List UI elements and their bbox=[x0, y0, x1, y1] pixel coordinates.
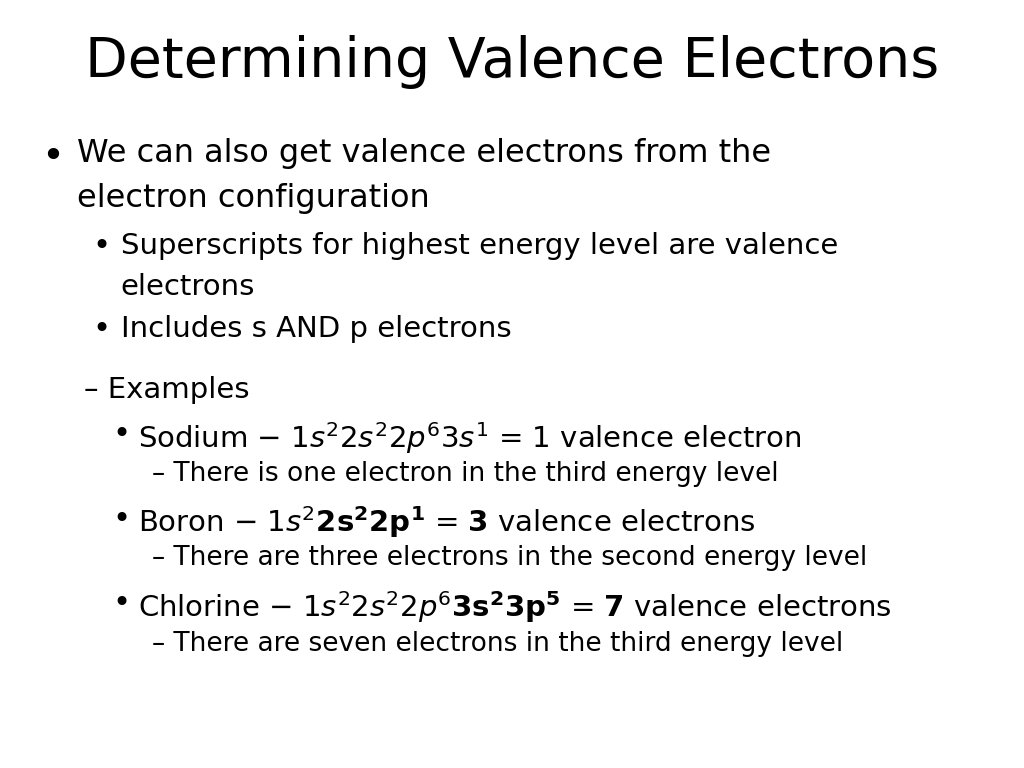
Text: •: • bbox=[41, 138, 63, 176]
Text: •: • bbox=[92, 315, 111, 344]
Text: •: • bbox=[92, 232, 111, 261]
Text: – There are seven electrons in the third energy level: – There are seven electrons in the third… bbox=[152, 631, 843, 657]
Text: Includes s AND p electrons: Includes s AND p electrons bbox=[121, 315, 511, 343]
Text: electron configuration: electron configuration bbox=[77, 183, 429, 214]
Text: •: • bbox=[113, 505, 131, 534]
Text: We can also get valence electrons from the: We can also get valence electrons from t… bbox=[77, 138, 771, 169]
Text: Sodium $-$ $1s^{2}2s^{2}2p^{6}3s^{1}$ = 1 valence electron: Sodium $-$ $1s^{2}2s^{2}2p^{6}3s^{1}$ = … bbox=[138, 420, 802, 456]
Text: – Examples: – Examples bbox=[84, 376, 250, 404]
Text: •: • bbox=[113, 589, 131, 618]
Text: Superscripts for highest energy level are valence: Superscripts for highest energy level ar… bbox=[121, 232, 838, 260]
Text: – There is one electron in the third energy level: – There is one electron in the third ene… bbox=[152, 461, 778, 487]
Text: – There are three electrons in the second energy level: – There are three electrons in the secon… bbox=[152, 545, 866, 571]
Text: Boron $-$ $1s^{2}\mathbf{2s^{2}2p^{1}}$ = $\mathbf{3}$ valence electrons: Boron $-$ $1s^{2}\mathbf{2s^{2}2p^{1}}$ … bbox=[138, 505, 756, 541]
Text: electrons: electrons bbox=[121, 273, 255, 300]
Text: •: • bbox=[113, 420, 131, 449]
Text: Chlorine $-$ $1s^{2}2s^{2}2p^{6}\mathbf{3s^{2}3p^{5}}$ = $\mathbf{7}$ valence el: Chlorine $-$ $1s^{2}2s^{2}2p^{6}\mathbf{… bbox=[138, 589, 892, 625]
Text: Determining Valence Electrons: Determining Valence Electrons bbox=[85, 35, 939, 88]
